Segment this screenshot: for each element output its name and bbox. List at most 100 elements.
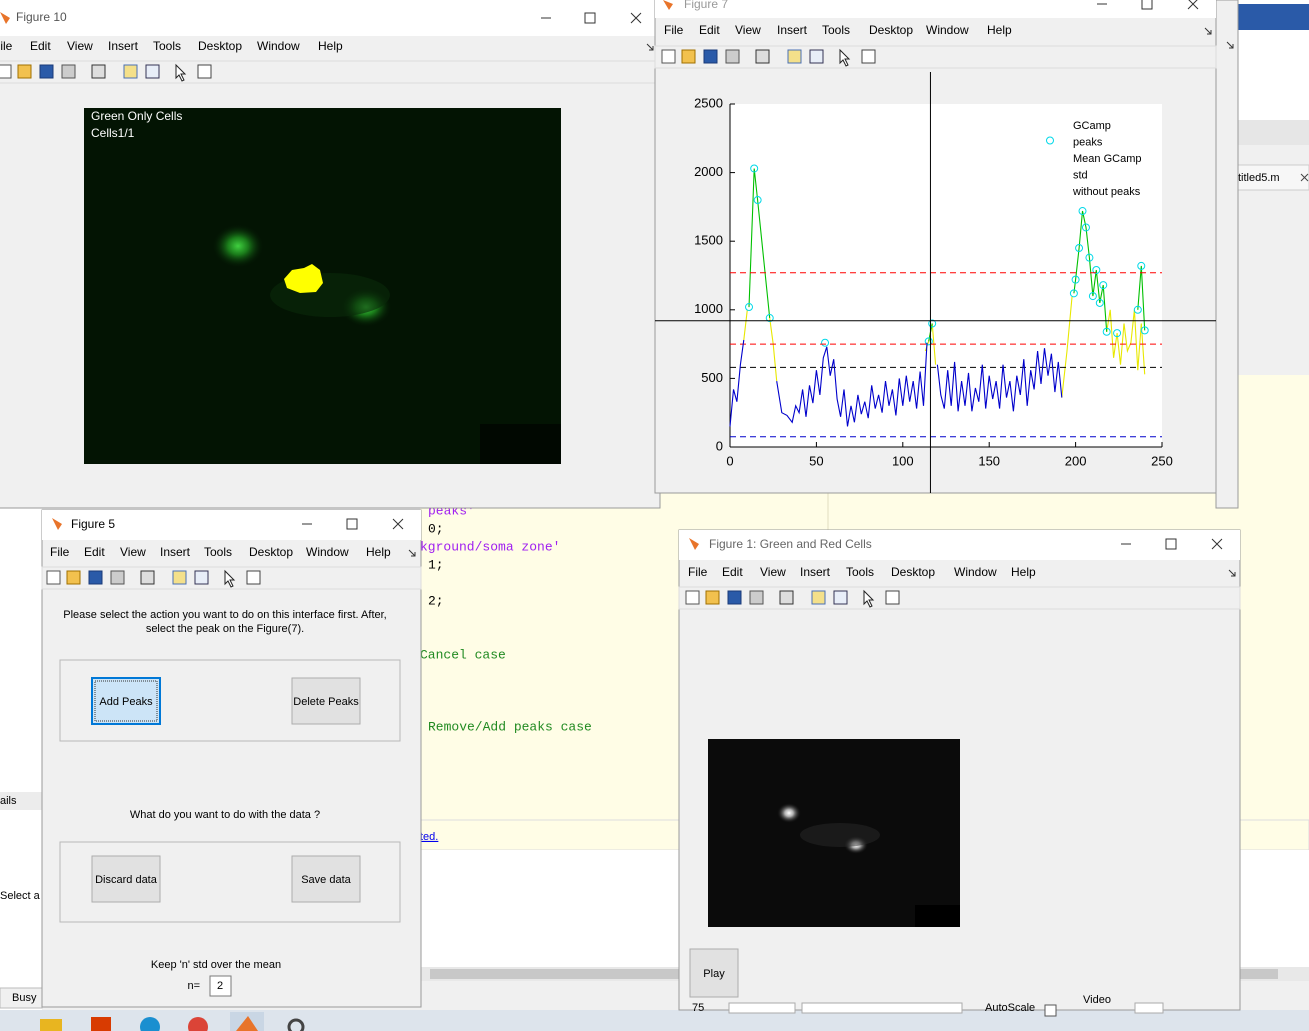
maximize-button[interactable] bbox=[1165, 538, 1177, 550]
menu-item[interactable]: Tools bbox=[153, 39, 181, 53]
toolbar-icon[interactable] bbox=[685, 590, 700, 605]
menu-item[interactable]: Tools bbox=[846, 565, 874, 579]
toolbar-icon[interactable] bbox=[0, 64, 12, 79]
menu-item[interactable]: Desktop bbox=[198, 39, 242, 53]
menu-item[interactable]: View bbox=[760, 565, 786, 579]
checkbox[interactable] bbox=[1044, 1004, 1057, 1017]
legend-label: peaks bbox=[1073, 136, 1103, 148]
menu-item[interactable]: Edit bbox=[699, 23, 720, 37]
menu-item[interactable]: Window bbox=[257, 39, 300, 53]
taskbar-icon[interactable] bbox=[40, 1019, 62, 1031]
maximize-button[interactable] bbox=[346, 518, 358, 530]
menu-item[interactable]: Help bbox=[1011, 565, 1036, 579]
tab-close[interactable] bbox=[1300, 173, 1309, 182]
menu-item[interactable]: View bbox=[120, 545, 146, 559]
toolbar-icon[interactable] bbox=[246, 570, 261, 585]
maximize-button[interactable] bbox=[1141, 0, 1153, 10]
toolbar-icon[interactable] bbox=[224, 569, 236, 588]
toolbar-icon[interactable] bbox=[833, 590, 848, 605]
status-label: Busy bbox=[12, 992, 37, 1004]
toolbar-icon[interactable] bbox=[779, 590, 794, 605]
taskbar-icon[interactable] bbox=[140, 1017, 160, 1031]
slider[interactable] bbox=[801, 1002, 963, 1014]
toolbar-icon[interactable] bbox=[66, 570, 81, 585]
menu-item[interactable]: View bbox=[735, 23, 761, 37]
menu-item[interactable]: Insert bbox=[108, 39, 139, 53]
toolbar-icon[interactable] bbox=[863, 589, 875, 608]
menu-item[interactable]: Tools bbox=[822, 23, 850, 37]
maximize-button[interactable] bbox=[584, 12, 596, 24]
menu-item[interactable]: Insert bbox=[800, 565, 831, 579]
toolbar-icon[interactable] bbox=[839, 48, 851, 67]
toolbar-icon[interactable] bbox=[61, 64, 76, 79]
button-save[interactable] bbox=[291, 855, 361, 903]
menu-item[interactable]: Help bbox=[366, 545, 391, 559]
menu-item[interactable]: Edit bbox=[30, 39, 51, 53]
menu-item[interactable]: File bbox=[664, 23, 684, 37]
toolbar-icon[interactable] bbox=[123, 64, 138, 79]
toolbar-icon[interactable] bbox=[703, 49, 718, 64]
toolbar-icon[interactable] bbox=[39, 64, 54, 79]
app-icon bbox=[689, 538, 699, 550]
toolbar-icon[interactable] bbox=[749, 590, 764, 605]
close-button[interactable] bbox=[630, 12, 642, 24]
taskbar-icon[interactable] bbox=[287, 1018, 305, 1031]
toolbar-icon[interactable] bbox=[17, 64, 32, 79]
toolbar-icon[interactable] bbox=[175, 63, 187, 82]
button-discard[interactable] bbox=[91, 855, 161, 903]
menu-item[interactable]: File bbox=[0, 39, 13, 53]
button-add-peaks[interactable] bbox=[91, 677, 161, 725]
toolbar-icon[interactable] bbox=[197, 64, 212, 79]
toolbar-icon[interactable] bbox=[110, 570, 125, 585]
menu-item[interactable]: Edit bbox=[722, 565, 743, 579]
toolbar-icon[interactable] bbox=[91, 64, 106, 79]
toolbar-icon[interactable] bbox=[145, 64, 160, 79]
menu-arrow bbox=[1228, 569, 1236, 577]
toolbar-icon[interactable] bbox=[755, 49, 770, 64]
toolbar-icon[interactable] bbox=[787, 49, 802, 64]
toolbar-icon[interactable] bbox=[46, 570, 61, 585]
close-button[interactable] bbox=[1211, 538, 1223, 550]
menu-item[interactable]: View bbox=[67, 39, 93, 53]
toolbar-icon[interactable] bbox=[88, 570, 103, 585]
menu-item[interactable]: Help bbox=[318, 39, 343, 53]
button-play[interactable] bbox=[689, 948, 739, 998]
toolbar-icon[interactable] bbox=[885, 590, 900, 605]
menu-item[interactable]: Edit bbox=[84, 545, 105, 559]
toolbar-icon[interactable] bbox=[727, 590, 742, 605]
menu-item[interactable]: Window bbox=[306, 545, 349, 559]
menu-item[interactable]: Desktop bbox=[891, 565, 935, 579]
menu-item[interactable]: Tools bbox=[204, 545, 232, 559]
menu-item[interactable]: Desktop bbox=[249, 545, 293, 559]
toolbar-icon[interactable] bbox=[861, 49, 876, 64]
toolbar-icon[interactable] bbox=[140, 570, 155, 585]
menu-item[interactable]: Window bbox=[954, 565, 997, 579]
toolbar-icon[interactable] bbox=[172, 570, 187, 585]
close-button[interactable] bbox=[1187, 0, 1199, 10]
toolbar-icon[interactable] bbox=[194, 570, 209, 585]
menu-item[interactable]: Window bbox=[926, 23, 969, 37]
toolbar-icon[interactable] bbox=[809, 49, 824, 64]
toolbar-icon[interactable] bbox=[661, 49, 676, 64]
menu-item[interactable]: Insert bbox=[160, 545, 191, 559]
menu-item[interactable]: File bbox=[688, 565, 708, 579]
link[interactable]: ted. bbox=[420, 831, 438, 843]
editor-tab[interactable] bbox=[1237, 164, 1309, 191]
menu-item[interactable]: Insert bbox=[777, 23, 808, 37]
legend-label: std bbox=[1073, 169, 1088, 181]
menu-item[interactable]: File bbox=[50, 545, 70, 559]
toolbar-icon[interactable] bbox=[725, 49, 740, 64]
button-delete-peaks[interactable] bbox=[291, 677, 361, 725]
toolbar-icon[interactable] bbox=[681, 49, 696, 64]
taskbar-icon[interactable] bbox=[188, 1017, 208, 1031]
close-button[interactable] bbox=[392, 518, 404, 530]
taskbar-icon[interactable] bbox=[91, 1017, 111, 1031]
dropdown[interactable] bbox=[1134, 1002, 1164, 1014]
menu-item[interactable]: Desktop bbox=[869, 23, 913, 37]
n-input[interactable] bbox=[209, 975, 232, 997]
taskbar-icon[interactable] bbox=[236, 1016, 258, 1031]
menu-item[interactable]: Help bbox=[987, 23, 1012, 37]
toolbar-icon[interactable] bbox=[705, 590, 720, 605]
toolbar-icon[interactable] bbox=[811, 590, 826, 605]
slider[interactable] bbox=[728, 1002, 796, 1014]
